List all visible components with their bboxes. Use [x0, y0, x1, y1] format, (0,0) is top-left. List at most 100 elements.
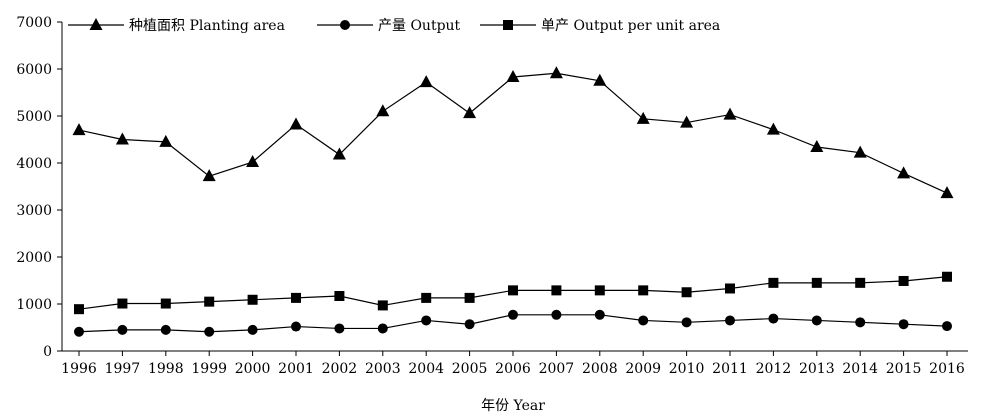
legend-marker-square [503, 20, 513, 30]
x-tick-label: 2016 [929, 361, 965, 377]
data-point-square [160, 298, 171, 309]
data-point-circle [638, 315, 649, 326]
data-point-triangle [766, 122, 780, 135]
data-point-square [508, 285, 518, 296]
data-point-square [247, 294, 258, 305]
series-layer [72, 66, 954, 337]
data-point-square [725, 283, 735, 294]
data-point-triangle [810, 140, 824, 153]
data-point-square [464, 292, 475, 303]
series-square [74, 271, 952, 315]
data-point-circle [291, 321, 301, 332]
data-point-triangle [246, 155, 260, 168]
legend-entry: 产量 Output [317, 18, 461, 34]
x-axis-title: 年份 Year [481, 398, 545, 414]
data-point-circle [74, 326, 84, 337]
x-tick-label: 1998 [148, 361, 184, 377]
data-point-square [638, 285, 649, 296]
legend-label: 单产 Output per unit area [541, 18, 720, 34]
series-triangle [72, 66, 954, 199]
data-point-circle [725, 315, 735, 326]
y-tick-label: 6000 [16, 62, 52, 78]
axes: 0 1000 2000 3000 4000 5000 6000 7000 1996 1997 199… [16, 15, 968, 377]
x-tick-label: 2012 [756, 361, 792, 377]
data-point-triangle [723, 107, 737, 120]
x-tick-label: 2009 [625, 361, 661, 377]
x-tick-label: 2003 [365, 361, 401, 377]
y-tick-label: 2000 [16, 250, 52, 266]
y-tick-label: 1000 [16, 297, 52, 313]
data-point-circle [204, 326, 215, 337]
data-point-square [942, 271, 952, 282]
data-point-square [594, 285, 605, 296]
x-tick-label: 1997 [105, 361, 141, 377]
data-point-circle [160, 324, 171, 335]
data-point-circle [811, 315, 822, 326]
series-circle [74, 309, 952, 337]
data-point-square [74, 304, 84, 315]
data-point-triangle [680, 115, 694, 128]
data-point-square [377, 300, 388, 311]
data-point-triangle [549, 66, 563, 79]
data-point-triangle [159, 134, 173, 147]
data-point-circle [594, 309, 605, 320]
x-tick-label: 1999 [191, 361, 227, 377]
y-tick-label: 4000 [16, 156, 52, 172]
x-tick-label: 2004 [408, 361, 444, 377]
data-point-circle [768, 313, 779, 324]
data-point-square [681, 287, 692, 298]
data-point-triangle [115, 132, 129, 145]
x-tick-label: 2011 [712, 361, 748, 377]
legend-label: 产量 Output [378, 18, 461, 34]
x-tick-label: 2002 [322, 361, 358, 377]
y-tick-label: 0 [43, 344, 52, 360]
data-point-circle [377, 323, 388, 334]
data-point-circle [508, 309, 518, 320]
data-point-triangle [289, 117, 303, 130]
data-point-square [421, 292, 432, 303]
data-point-triangle [419, 75, 433, 88]
legend-entry: 单产 Output per unit area [480, 18, 720, 34]
data-point-square [117, 298, 128, 309]
x-tick-label: 2001 [278, 361, 314, 377]
y-tick-label: 5000 [16, 109, 52, 125]
data-point-square [291, 292, 301, 303]
data-point-square [551, 285, 562, 296]
x-tick-label: 2008 [582, 361, 618, 377]
x-tick-label: 2013 [799, 361, 835, 377]
legend-marker-circle [340, 20, 350, 30]
x-tick-label: 2006 [495, 361, 531, 377]
data-point-circle [247, 324, 258, 335]
x-tick-label: 1996 [61, 361, 97, 377]
legend-marker-triangle [89, 18, 103, 30]
y-tick-label: 3000 [16, 203, 52, 219]
legend: 种植面积 Planting area 产量 Output 单产 Output per… [68, 18, 720, 34]
legend-entry: 种植面积 Planting area [68, 18, 285, 34]
data-point-circle [334, 323, 345, 334]
data-point-circle [421, 315, 432, 326]
data-point-circle [551, 309, 562, 320]
legend-label: 种植面积 Planting area [129, 18, 285, 34]
data-point-square [811, 277, 822, 288]
x-tick-label: 2015 [886, 361, 922, 377]
data-point-circle [898, 319, 909, 330]
x-tick-label: 2014 [842, 361, 878, 377]
data-point-circle [464, 319, 475, 330]
data-point-circle [681, 317, 692, 328]
data-point-triangle [463, 106, 477, 119]
data-point-circle [942, 321, 952, 332]
data-point-triangle [332, 147, 346, 160]
data-point-square [855, 277, 866, 288]
data-point-triangle [72, 123, 86, 136]
data-point-triangle [897, 166, 911, 179]
x-tick-label: 2010 [669, 361, 705, 377]
data-point-circle [855, 317, 866, 328]
y-tick-label: 7000 [16, 15, 52, 31]
data-point-triangle [853, 145, 867, 158]
data-point-triangle [940, 186, 954, 199]
data-point-triangle [202, 169, 216, 182]
data-point-square [898, 275, 909, 286]
data-point-circle [117, 324, 128, 335]
data-point-square [334, 291, 345, 302]
